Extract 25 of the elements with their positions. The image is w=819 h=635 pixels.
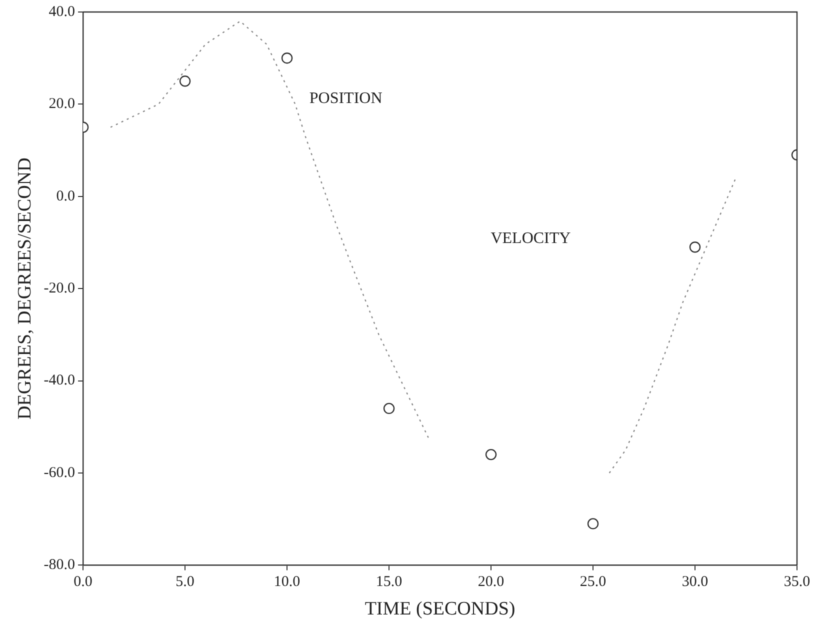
y-tick-label: -60.0 bbox=[44, 464, 76, 481]
y-tick-label: -40.0 bbox=[44, 372, 76, 389]
point bbox=[383, 402, 395, 414]
annotation: POSITION bbox=[309, 90, 383, 108]
y-tick-label: 0.0 bbox=[56, 188, 76, 204]
x-axis-title: TIME (SECONDS) bbox=[364, 598, 516, 620]
x-tick-label: 10.0 bbox=[274, 574, 300, 590]
y-tick-label: 20.0 bbox=[48, 96, 76, 112]
x-tick-label: 5.0 bbox=[176, 574, 194, 590]
x-tick-label: 0.0 bbox=[74, 574, 92, 590]
x-tick-label: 25.0 bbox=[580, 574, 606, 590]
y-tick-label: 40.0 bbox=[48, 4, 76, 20]
point bbox=[689, 242, 701, 253]
x-tick-label: 20.0 bbox=[478, 574, 504, 590]
point bbox=[587, 518, 599, 530]
y-axis-title: DEGREES, DEGREES/SECOND bbox=[14, 158, 36, 420]
y-tick-label: -20.0 bbox=[44, 280, 76, 297]
x-tick-label: 15.0 bbox=[376, 574, 402, 590]
x-tick-label: 30.0 bbox=[682, 574, 708, 590]
annotation: VELOCITY bbox=[490, 230, 572, 248]
y-tick-label: -80.0 bbox=[44, 557, 76, 574]
x-tick-label: 35.0 bbox=[784, 574, 810, 590]
point bbox=[485, 448, 497, 460]
point bbox=[281, 52, 293, 64]
point bbox=[179, 76, 191, 87]
